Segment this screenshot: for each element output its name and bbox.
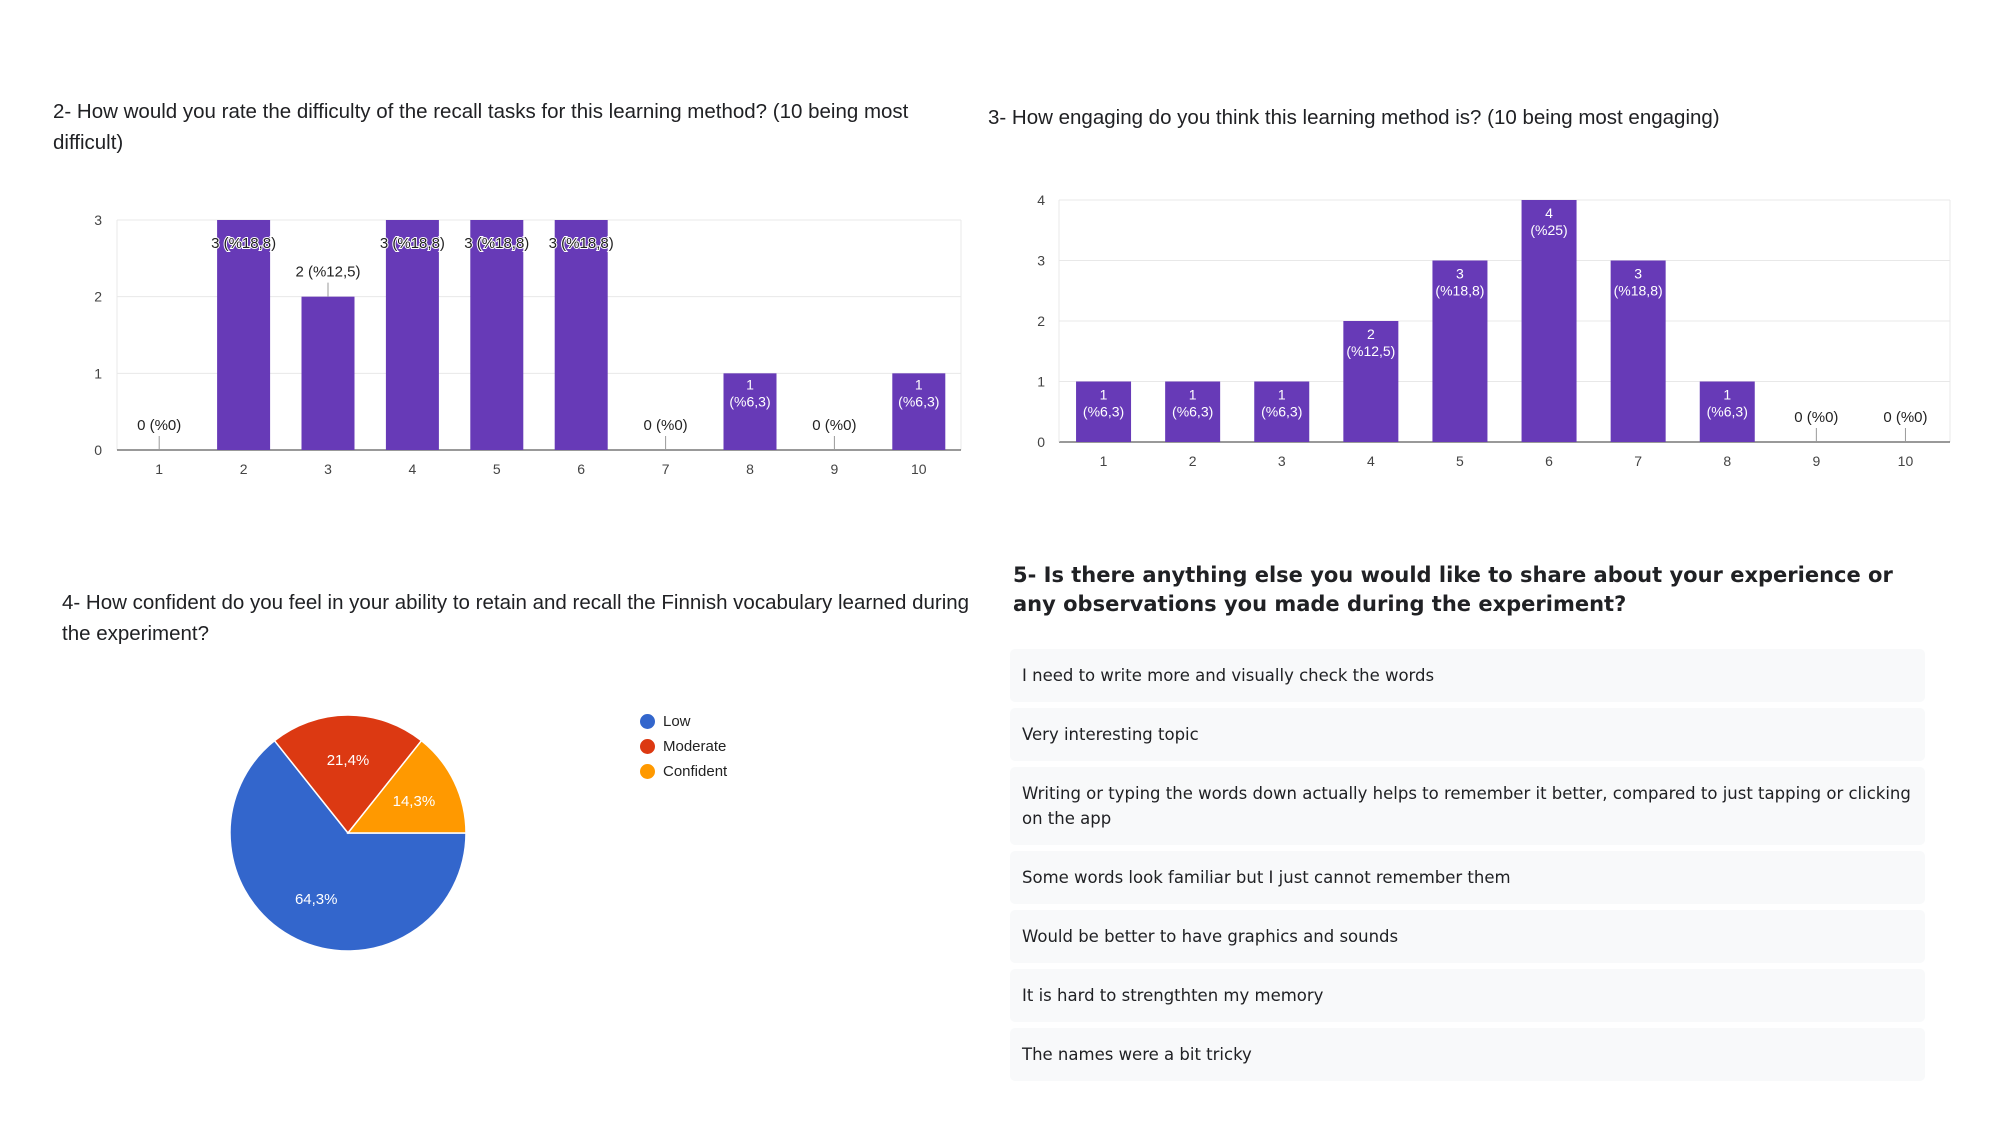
pie-data-label: 64,3% [295, 891, 338, 908]
pie-data-label: 21,4% [327, 752, 370, 769]
q3-bar [1610, 260, 1666, 442]
q2-y-tick-label: 0 [94, 442, 102, 458]
q2-data-label: 3 (%18,8) [464, 235, 529, 252]
q2-x-tick-label: 1 [155, 461, 163, 477]
q2-bar [892, 373, 946, 450]
pie-slice-low [229, 739, 467, 952]
legend-confident-swatch [640, 764, 655, 779]
pie-slice-confident [346, 739, 467, 834]
q3-data-label: 3 (%18,8) [1435, 266, 1484, 299]
legend-item-moderate: Moderate [640, 734, 727, 759]
q2-bar [554, 220, 608, 450]
pie-legend: Low Moderate Confident [640, 709, 727, 784]
q3-x-tick-label: 3 [1278, 453, 1286, 469]
q2-y-tick-label: 2 [94, 289, 102, 305]
legend-moderate-swatch [640, 739, 655, 754]
legend-low-swatch [640, 714, 655, 729]
q2-bar [470, 220, 524, 450]
q3-x-tick-label: 2 [1189, 453, 1197, 469]
q3-x-tick-label: 1 [1100, 453, 1108, 469]
q3-data-label: 1 (%6,3) [1172, 387, 1213, 420]
q3-bar [1699, 381, 1755, 442]
legend-item-low: Low [640, 709, 727, 734]
legend-low-label: Low [663, 713, 691, 730]
q3-x-tick-label: 6 [1545, 453, 1553, 469]
q2-data-label: 2 (%12,5) [295, 264, 360, 281]
q3-data-label: 1 (%6,3) [1261, 387, 1302, 420]
q3-bar [1254, 381, 1310, 442]
q2-x-tick-label: 10 [911, 461, 927, 477]
q3-y-tick-label: 2 [1037, 313, 1045, 329]
q2-bar [385, 220, 439, 450]
question-5-title: 5- Is there anything else you would like… [1013, 563, 1893, 616]
q2-bar [723, 373, 777, 450]
q2-data-label: 0 (%0) [644, 417, 688, 434]
q3-bar [1165, 381, 1221, 442]
q2-data-label: 1 (%6,3) [898, 376, 939, 409]
q3-y-tick-label: 0 [1037, 434, 1045, 450]
question-3-title: 3- How engaging do you think this learni… [988, 106, 1720, 129]
q2-x-tick-label: 3 [324, 461, 332, 477]
q2-data-label: 3 (%18,8) [549, 235, 614, 252]
q2-x-tick-label: 5 [493, 461, 501, 477]
q3-x-tick-label: 9 [1812, 453, 1820, 469]
q2-bar [301, 296, 355, 450]
q2-y-tick-label: 1 [94, 365, 102, 381]
q3-data-label: 2 (%12,5) [1346, 326, 1395, 359]
q3-data-label: 4 (%25) [1530, 205, 1567, 238]
q2-x-tick-label: 2 [240, 461, 248, 477]
q3-bar [1076, 381, 1132, 442]
q2-bar [217, 220, 271, 450]
q2-data-label: 3 (%18,8) [211, 235, 276, 252]
q3-data-label: 0 (%0) [1883, 409, 1927, 426]
q3-y-tick-label: 3 [1037, 253, 1045, 269]
question-4-title: 4- How confident do you feel in your abi… [62, 591, 970, 645]
q3-x-tick-label: 5 [1456, 453, 1464, 469]
q2-data-label: 0 (%0) [137, 417, 181, 434]
q2-data-label: 1 (%6,3) [729, 376, 770, 409]
q3-x-tick-label: 4 [1367, 453, 1375, 469]
q2-data-label: 3 (%18,8) [380, 235, 445, 252]
response-item: Would be better to have graphics and sou… [1010, 910, 1925, 963]
legend-confident-label: Confident [663, 763, 728, 780]
q3-bar [1521, 200, 1577, 442]
response-list: I need to write more and visually check … [1010, 649, 1925, 1087]
q2-x-tick-label: 7 [662, 461, 670, 477]
legend-item-confident: Confident [640, 759, 727, 784]
q2-y-tick-label: 3 [94, 212, 102, 228]
q2-data-label: 0 (%0) [812, 417, 856, 434]
pie-data-label: 14,3% [393, 793, 436, 810]
question-2-title: 2- How would you rate the difficulty of … [53, 100, 909, 154]
response-item: It is hard to strengthten my memory [1010, 969, 1925, 1022]
response-item: Writing or typing the words down actuall… [1010, 767, 1925, 845]
q3-data-label: 0 (%0) [1794, 409, 1838, 426]
q2-x-tick-label: 9 [831, 461, 839, 477]
response-item: Very interesting topic [1010, 708, 1925, 761]
q3-x-tick-label: 10 [1898, 453, 1914, 469]
q3-data-label: 1 (%6,3) [1707, 387, 1748, 420]
q3-x-tick-label: 8 [1723, 453, 1731, 469]
q3-data-label: 1 (%6,3) [1083, 387, 1124, 420]
q3-data-label: 3 (%18,8) [1614, 266, 1663, 299]
q3-bar [1343, 321, 1399, 442]
q2-x-tick-label: 6 [577, 461, 585, 477]
q3-x-tick-label: 7 [1634, 453, 1642, 469]
response-item: The names were a bit tricky [1010, 1028, 1925, 1081]
legend-moderate-label: Moderate [663, 738, 727, 755]
response-item: I need to write more and visually check … [1010, 649, 1925, 702]
q3-bar [1432, 260, 1488, 442]
q3-y-tick-label: 4 [1037, 192, 1045, 208]
pie-slice-moderate [273, 714, 423, 835]
response-item: Some words look familiar but I just cann… [1010, 851, 1925, 904]
q2-x-tick-label: 4 [409, 461, 417, 477]
q3-y-tick-label: 1 [1037, 374, 1045, 390]
q2-x-tick-label: 8 [746, 461, 754, 477]
